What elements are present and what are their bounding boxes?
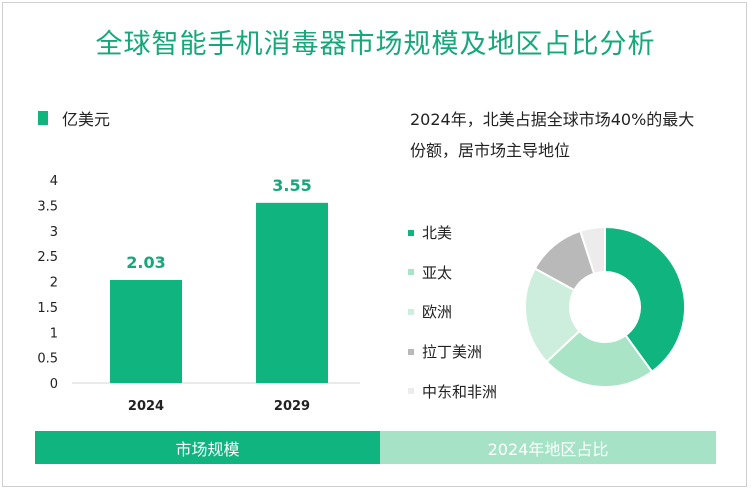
y-tick-label: 1 xyxy=(50,326,58,341)
chart-title: 全球智能手机消毒器市场规模及地区占比分析 xyxy=(95,29,656,60)
pie-legend-label: 北美 xyxy=(422,224,453,243)
pie-annotation: 2024年，北美占据全球市场40%的最大份额，居市场主导地位 xyxy=(410,110,695,160)
y-tick-label: 1.5 xyxy=(37,301,58,316)
y-tick-label: 3.5 xyxy=(37,199,58,214)
x-tick-label: 2024 xyxy=(128,399,164,414)
pie-legend: 北美亚太欧洲拉丁美洲中东和非洲 xyxy=(408,213,497,411)
x-tick-label: 2029 xyxy=(274,399,310,414)
bar-legend: 亿美元 xyxy=(38,106,110,130)
donut-slice-4 xyxy=(579,225,606,275)
pie-legend-swatch xyxy=(408,229,414,236)
y-tick-label: 2 xyxy=(50,276,58,291)
footer-market-size: 市场规模 xyxy=(35,431,380,464)
bar-data-label: 3.55 xyxy=(272,176,311,195)
bar-2024 xyxy=(110,279,182,383)
pie-legend-item: 欧洲 xyxy=(408,292,497,332)
pie-legend-swatch xyxy=(408,348,414,355)
bar-2029 xyxy=(256,202,328,383)
pie-legend-item: 亚太 xyxy=(408,253,497,293)
bar-legend-label: 亿美元 xyxy=(62,110,111,129)
y-tick-label: 0.5 xyxy=(37,352,58,367)
pie-legend-item: 拉丁美洲 xyxy=(408,332,497,372)
pie-legend-item: 北美 xyxy=(408,213,497,253)
y-tick-label: 4 xyxy=(50,174,58,189)
pie-legend-swatch xyxy=(408,388,414,395)
donut-slice-1 xyxy=(545,329,654,388)
donut-slice-0 xyxy=(604,225,686,374)
bar-chart: 0 0.5 1 1.5 2 2.5 3 3.5 4 2.03 2024 3.55 2029 xyxy=(37,174,360,414)
y-tick-label: 2.5 xyxy=(37,250,58,265)
bar-data-label: 2.03 xyxy=(126,253,165,272)
pie-legend-label: 中东和非洲 xyxy=(422,382,498,401)
pie-legend-label: 欧洲 xyxy=(422,303,453,322)
bar-legend-swatch xyxy=(38,111,48,125)
pie-legend-swatch xyxy=(408,308,414,315)
y-tick-label: 3 xyxy=(50,225,58,240)
y-tick-label: 0 xyxy=(50,377,58,392)
donut-slice-2 xyxy=(524,267,581,364)
pie-legend-label: 亚太 xyxy=(422,263,453,282)
pie-legend-label: 拉丁美洲 xyxy=(422,343,483,362)
pie-legend-swatch xyxy=(408,269,414,276)
chart-frame xyxy=(2,2,747,487)
pie-legend-item: 中东和非洲 xyxy=(408,371,497,411)
footer-region-share: 2024年地区占比 xyxy=(380,431,716,464)
donut-chart xyxy=(524,225,686,388)
